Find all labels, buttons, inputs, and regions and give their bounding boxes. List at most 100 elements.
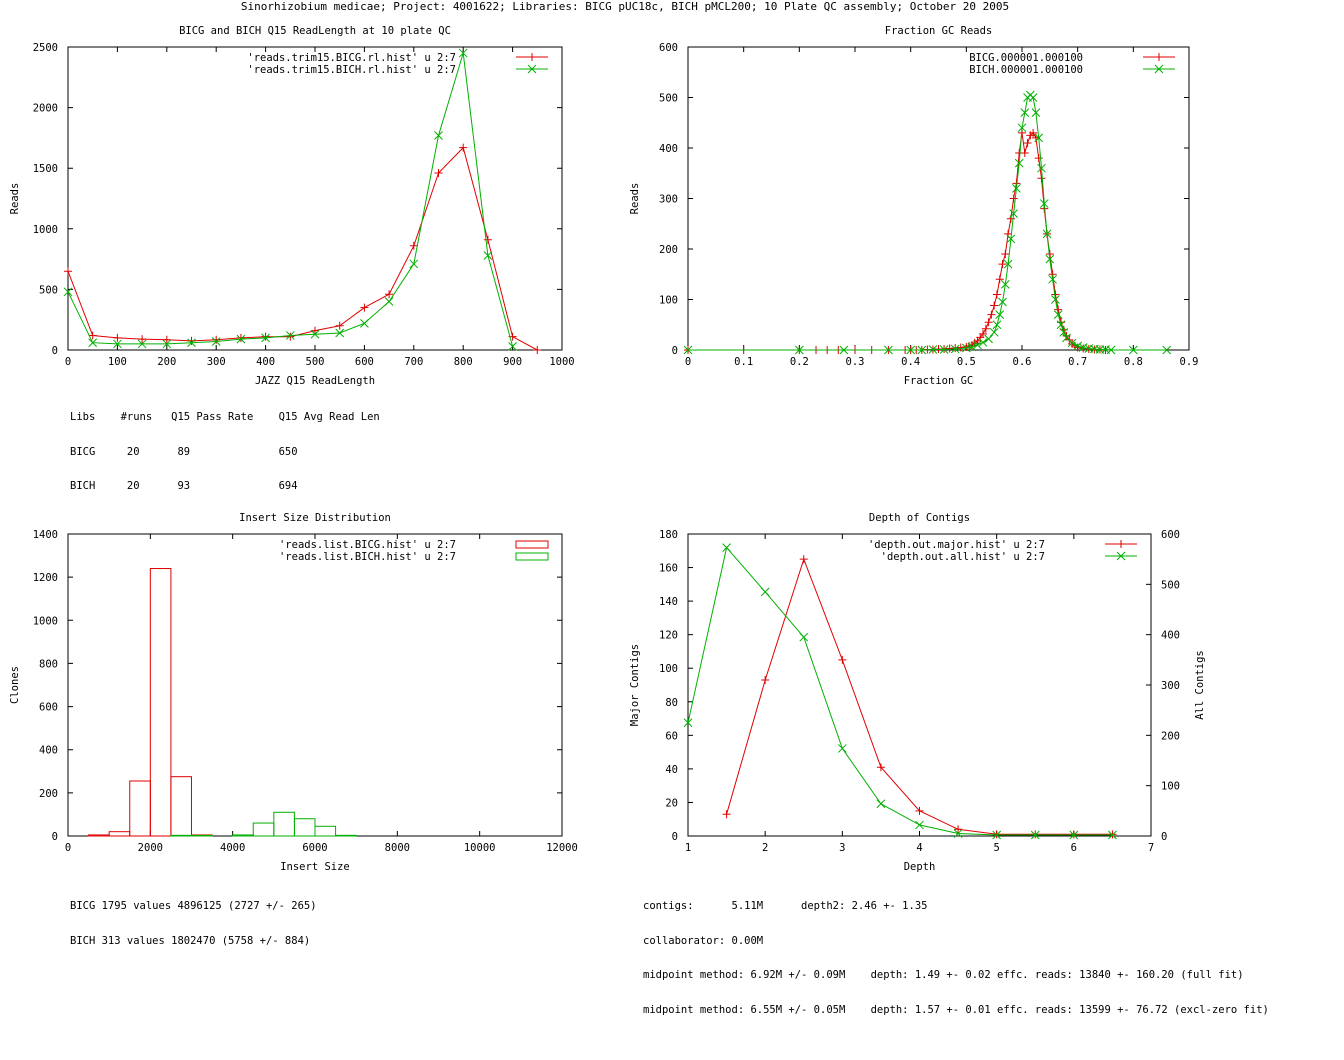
gc-ytick-label: 0 <box>672 345 678 357</box>
readlength-stats-bicg: BICG 20 89 650 <box>70 445 298 458</box>
depth-y2label: All Contigs <box>1194 650 1206 720</box>
depth-point <box>837 744 847 753</box>
gc-point <box>1039 199 1049 208</box>
readlength-point <box>286 332 295 341</box>
depth-point <box>876 763 885 772</box>
gc-xtick-label: 0 <box>685 356 691 368</box>
readlength-xtick-label: 1000 <box>549 356 574 368</box>
gc-point <box>1053 310 1063 320</box>
readlength-plot-frame <box>67 46 563 351</box>
insert-bar <box>252 822 275 837</box>
readlength-xtick-label: 600 <box>355 356 374 368</box>
insert-xtick-label: 4000 <box>220 842 245 854</box>
gc-point <box>1106 345 1116 355</box>
gc-point <box>995 310 1005 320</box>
depth-point <box>915 806 924 815</box>
gc-point <box>1006 234 1016 244</box>
insert-bar <box>149 568 172 837</box>
insert-xtick-label: 2000 <box>138 842 163 854</box>
gc-point <box>1020 149 1029 158</box>
readlength-point <box>335 328 345 338</box>
depth-ytick-label: 0 <box>672 831 678 843</box>
gc-point <box>1056 320 1066 330</box>
gc-point <box>998 260 1007 269</box>
readlength-point <box>483 235 492 244</box>
readlength-stats-header: Libs #runs Q15 Pass Rate Q15 Avg Read Le… <box>70 411 380 423</box>
readlength-ytick-label: 1500 <box>33 163 58 175</box>
gc-point <box>978 338 988 347</box>
readlength-xtick-label: 400 <box>256 356 275 368</box>
readlength-xtick-label: 500 <box>306 356 325 368</box>
gc-point <box>956 343 965 352</box>
depth-xtick-label: 2 <box>762 842 768 854</box>
readlength-point <box>137 339 147 349</box>
readlength-xtick-label: 300 <box>207 356 226 368</box>
readlength-point <box>113 339 122 349</box>
insert-bar <box>170 776 193 837</box>
readlength-ytick-label: 1000 <box>33 224 58 236</box>
readlength-point <box>162 335 171 344</box>
depth-ytick-label: 100 <box>659 663 678 675</box>
depth-stats-collaborator: collaborator: 0.00M <box>643 934 764 947</box>
readlength-point <box>335 321 344 330</box>
insert-series-1 <box>170 552 549 837</box>
readlength-point <box>187 336 196 345</box>
readlength-ytick-label: 2000 <box>33 103 58 115</box>
insert-bar <box>170 834 193 837</box>
depth-y2tick-label: 300 <box>1161 680 1180 692</box>
depth-ytick-label: 80 <box>665 697 678 709</box>
gc-point <box>1014 158 1024 168</box>
readlength-point <box>261 332 270 341</box>
depth-point <box>799 555 808 564</box>
gc-point <box>990 301 999 310</box>
gc-point <box>1023 138 1032 147</box>
readlength-point <box>63 287 73 297</box>
depth-xtick-label: 7 <box>1148 842 1154 854</box>
readlength-xlabel: JAZZ Q15 ReadLength <box>255 375 375 387</box>
readlength-point <box>211 337 221 346</box>
insert-bar <box>108 831 131 837</box>
insert-ytick-label: 1400 <box>33 529 58 541</box>
depth-point <box>838 655 847 664</box>
gc-ytick-label: 300 <box>659 194 678 206</box>
gc-point <box>683 345 693 355</box>
insert-legend-label-1: 'reads.list.BICH.hist' u 2:7 <box>279 551 456 563</box>
insert-ytick-label: 200 <box>39 788 58 800</box>
gc-xtick-label: 0.9 <box>1180 356 1199 368</box>
insert-ytick-label: 800 <box>39 658 58 670</box>
gc-point <box>1045 254 1055 264</box>
gc-point <box>1000 279 1010 289</box>
gc-ytick-label: 500 <box>659 93 678 105</box>
gc-xtick-label: 0.7 <box>1068 356 1087 368</box>
gc-point <box>939 345 949 354</box>
depth-xtick-label: 4 <box>916 842 922 854</box>
insert-xtick-label: 0 <box>65 842 71 854</box>
readlength-point <box>508 342 517 351</box>
depth-ytick-label: 180 <box>659 529 678 541</box>
gc-point <box>1001 250 1010 259</box>
depth-legend-label-1: 'depth.out.all.hist' u 2:7 <box>881 551 1045 563</box>
readlength-ytick-label: 0 <box>52 345 58 357</box>
readlength-stats: Libs #runs Q15 Pass Rate Q15 Avg Read Le… <box>70 389 380 504</box>
depth-point <box>953 829 963 838</box>
insert-ytick-label: 1000 <box>33 615 58 627</box>
gc-point <box>945 344 954 353</box>
gc-point <box>984 334 993 344</box>
readlength-series-1 <box>63 48 548 351</box>
readlength-stats-bich: BICH 20 93 694 <box>70 480 298 492</box>
depth-xlabel: Depth <box>904 861 936 873</box>
depth-legend-marker <box>1117 540 1125 548</box>
gc-point <box>1029 128 1038 137</box>
insert-series-0 <box>88 540 549 837</box>
insert-ytick-label: 1200 <box>33 572 58 584</box>
gc-plot-frame <box>687 46 1190 351</box>
depth-y2tick-label: 600 <box>1161 529 1180 541</box>
figure-title: Sinorhizobium medicae; Project: 4001622;… <box>240 0 1010 13</box>
gc-legend-label-0: BICG.000001.000100 <box>969 52 1083 64</box>
readlength-point <box>384 297 394 306</box>
gc-series-0 <box>684 53 1175 354</box>
depth-xtick-label: 6 <box>1071 842 1077 854</box>
insert-xtick-label: 12000 <box>546 842 578 854</box>
depth-point <box>1030 830 1040 840</box>
readlength-ytick-label: 2500 <box>33 42 58 54</box>
